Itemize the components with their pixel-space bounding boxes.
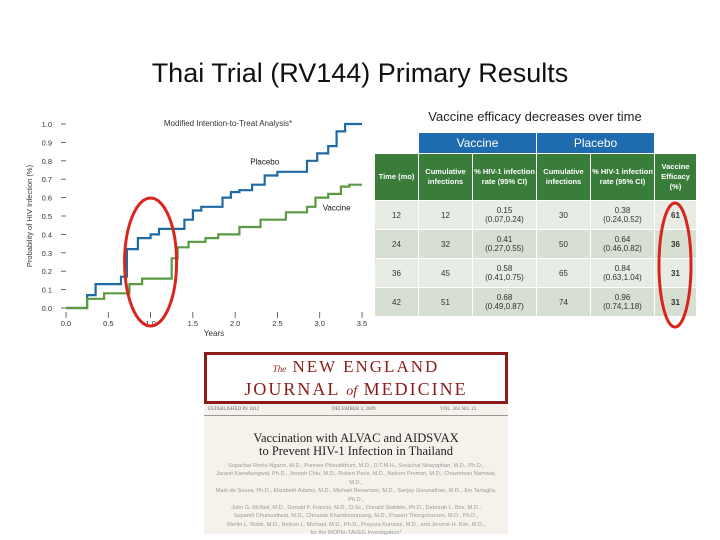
masthead-journal: JOURNAL [244,379,340,399]
table-col-header: % HIV-1 infection rate (95% CI) [590,153,655,201]
table-cell: 0.68 (0.49,0.87) [472,287,537,317]
y-tick-label: 0.8 [42,157,52,166]
table-cell: 12 [374,200,419,230]
x-tick-label: 1.0 [145,319,155,328]
table-row: 12 12 0.15 (0.07,0.24) 30 0.38 (0.24,0.52) 61 [374,200,697,230]
table-group-vaccine: Vaccine [418,132,537,154]
x-tick-label: 1.5 [188,319,198,328]
table-cell: 45 [418,258,473,288]
series-line-vaccine [66,183,362,310]
table-col-header: Cumulative infections [536,153,591,201]
highlight-ellipse-efficacy-column [657,201,693,329]
x-axis-label: Years [204,329,224,338]
masthead-of: of [346,384,358,399]
nejm-volume: VOL. 361 NO. 23 [440,407,477,412]
table-group-header-row: Vaccine Placebo [374,132,697,154]
table-title: Vaccine efficacy decreases over time [428,109,642,124]
table-cell: 24 [374,229,419,259]
table-col-header: % HIV-1 infection rate (95% CI) [472,153,537,201]
y-tick-label: 0.6 [42,194,52,203]
nejm-date: DECEMBER 3, 2009 [332,407,376,412]
table-row: 42 51 0.68 (0.49,0.87) 74 0.96 (0.74,1.18) 31 [374,287,697,317]
masthead-line1: The NEW ENGLAND [207,357,505,377]
y-tick-label: 0.4 [42,230,52,239]
author-line: Mark de Souza, Ph.D., Elizabeth Adams, M… [215,488,497,503]
y-tick-label: 0.3 [42,249,52,258]
table-cell: 0.41 (0.27,0.55) [472,229,537,259]
y-tick-label: 0.5 [42,212,52,221]
nejm-article-image: The NEW ENGLAND JOURNAL of MEDICINE ESTA… [204,352,508,536]
y-tick-label: 0.1 [42,286,52,295]
series-label-placebo: Placebo [250,157,279,166]
table-cell: 0.96 (0.74,1.18) [590,287,655,317]
y-tick-label: 0.7 [42,175,52,184]
author-line: John G. McNeil, M.D., Donald P. Francis,… [231,505,481,512]
table-cell: 36 [374,258,419,288]
y-tick-label: 0.9 [42,138,52,147]
nejm-established: ESTABLISHED IN 1812 [208,407,259,412]
masthead-the: The [272,364,287,374]
table-cell: 0.64 (0.46,0.82) [590,229,655,259]
table-cell: 42 [374,287,419,317]
table-header-row: Time (mo) Cumulative infections% HIV-1 in… [374,153,697,201]
table-cell: 0.58 (0.41,0.75) [472,258,537,288]
x-tick-label: 3.0 [314,319,324,328]
nejm-masthead: The NEW ENGLAND JOURNAL of MEDICINE [204,352,508,404]
y-tick-label: 1.0 [42,120,52,129]
slide-title: Thai Trial (RV144) Primary Results [151,58,569,88]
highlight-ellipse-one-year [123,196,179,328]
y-axis-label: Probability of HIV Infection (%) [25,164,34,267]
series-line-placebo [66,122,362,310]
table-cell: 30 [536,200,591,230]
author-line: Supamit Chunsuttiwat, M.D., Chirasak Kha… [233,513,479,520]
table-cell: 74 [536,287,591,317]
y-tick-label: 0.0 [42,304,52,313]
table-group-spacer [374,132,419,154]
masthead-medicine: MEDICINE [363,379,468,399]
author-line: for the MOPH–TAVEG Investigators* [310,530,402,537]
nejm-rule [204,415,508,416]
table-cell: 0.84 (0.63,1.04) [590,258,655,288]
article-title-line2: to Prevent HIV-1 Infection in Thailand [258,444,454,458]
x-tick-label: 2.5 [272,319,282,328]
x-tick-label: 2.0 [230,319,240,328]
efficacy-table-panel: Vaccine efficacy decreases over time Vac… [374,106,697,317]
author-line: Jaranit Kaewkungwal, Ph.D., Joseph Chiu,… [216,471,496,486]
article-title-line1: Vaccination with ALVAC and AIDSVAX [253,431,459,445]
chart-title: Modified Intention-to-Treat Analysis* [164,119,292,128]
author-line: Supachai Rerks-Ngarm, M.D., Punnee Pitis… [228,463,484,469]
article-authors: Supachai Rerks-Ngarm, M.D., Punnee Pitis… [210,462,502,538]
article-title: Vaccination with ALVAC and AIDSVAX to Pr… [204,432,508,458]
x-tick-label: 0.0 [61,319,71,328]
x-tick-label: 3.5 [357,319,367,328]
masthead-new-england: NEW ENGLAND [292,357,440,376]
table-cell: 12 [418,200,473,230]
x-tick-label: 0.5 [103,319,113,328]
author-line: Merlin L. Robb, M.D., Nelson L. Michael,… [227,521,485,528]
series-label-vaccine: Vaccine [323,203,351,212]
efficacy-table: Vaccine Placebo Time (mo) Cumulative infe… [374,132,697,317]
table-cell: 0.15 (0.07,0.24) [472,200,537,230]
masthead-line2: JOURNAL of MEDICINE [207,379,505,400]
y-tick-label: 0.2 [42,267,52,276]
